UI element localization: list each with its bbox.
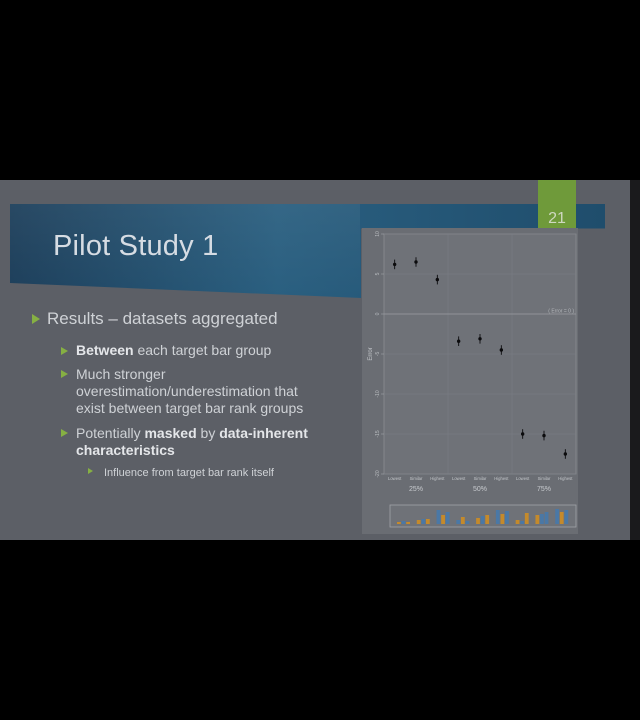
slide: 21 Pilot Study 1 Results – datasets aggr… (0, 180, 630, 540)
bullet-masked-pre: Potentially (76, 425, 145, 441)
x-tick-label: Lowest (516, 476, 530, 481)
bullet-stronger-line1: Much stronger (76, 366, 166, 382)
bullet-masked-bold3: characteristics (76, 442, 175, 458)
error-chart-svg: 10 5 0 -5 -10 -15 -20 ( Error = 0 ) Error Lowe… (362, 228, 578, 534)
page-number: 21 (548, 210, 566, 227)
bullet-between-bold: Between (76, 342, 134, 358)
bullet-triangle-icon (88, 468, 93, 474)
group-label: 75% (537, 486, 551, 493)
thumbnail-bar (564, 510, 569, 524)
thumbnail-bar (515, 520, 520, 524)
thumbnail-bar (460, 517, 465, 524)
bullet-masked-bold2: data-inherent (219, 425, 308, 441)
y-tick-label: -10 (375, 390, 381, 397)
thumbnail-bar (540, 514, 544, 524)
thumbnail-bar (555, 509, 560, 524)
grid-layer (384, 233, 576, 475)
x-tick-label: Highest (494, 476, 509, 481)
slide-title: Pilot Study 1 (53, 230, 219, 262)
y-tick-layer: 10 5 0 -5 -10 -15 -20 (375, 231, 384, 478)
y-tick-label: 10 (375, 231, 381, 237)
data-point (499, 348, 504, 352)
bullet-masked-mid: by (196, 425, 220, 441)
thumbnail-bar (495, 510, 500, 524)
bullet-results: Results – datasets aggregated (47, 309, 278, 328)
bullet-influence: Influence from target bar rank itself (104, 467, 274, 479)
point-layer (392, 257, 568, 459)
x-tick-label: Highest (558, 476, 573, 481)
y-tick-label: 0 (375, 312, 381, 315)
thumbnail-bar (559, 512, 564, 524)
thumbnail-bar (465, 521, 470, 524)
bullet-stronger-line3: exist between target bar rank groups (76, 400, 304, 416)
x-tick-label: Similar (474, 476, 487, 481)
reference-line-label: ( Error = 0 ) (548, 309, 574, 315)
thumbnail-bar (456, 520, 461, 524)
x-tick-label: Lowest (388, 476, 402, 481)
thumbnail-bar (401, 521, 406, 524)
data-point (392, 262, 397, 267)
x-tick-layer: Lowest Similar Highest Lowest Similar Highest… (388, 476, 573, 481)
y-tick-label: -20 (375, 470, 381, 477)
page-number-tab (538, 180, 576, 230)
thumbnail-bar (421, 519, 426, 524)
bullet-triangle-icon (32, 314, 40, 324)
bullet-triangle-icon (61, 347, 68, 355)
bullet-triangle-icon (61, 370, 68, 378)
bullet-stronger: Much stronger overestimation/underestima… (76, 366, 346, 417)
data-point (435, 277, 440, 282)
screen-edge (630, 180, 640, 540)
data-point (563, 452, 568, 456)
x-tick-label: Similar (538, 476, 551, 481)
x-tick-label: Similar (410, 476, 423, 481)
data-point (456, 339, 461, 343)
thumbnail-bar (397, 522, 401, 524)
y-tick-label: -5 (375, 352, 381, 357)
bullet-between: Between each target bar group (76, 342, 271, 359)
data-point (520, 432, 525, 436)
y-axis-label: Error (368, 347, 374, 360)
x-tick-label: Highest (430, 476, 445, 481)
thumbnail-bar (535, 515, 540, 524)
thumbnail-bar (425, 519, 430, 524)
group-label: 25% (409, 486, 423, 493)
bullet-masked-bold: masked (144, 425, 197, 441)
thumbnail-bars (397, 509, 569, 524)
group-layer: 25% 50% 75% (409, 486, 551, 493)
thumbnail-bar (505, 511, 509, 524)
thumbnail-bar (524, 513, 529, 524)
group-label: 50% (473, 486, 487, 493)
thumbnail-bar (500, 514, 505, 524)
data-point (478, 337, 482, 341)
bullet-between-rest: each target bar group (133, 342, 272, 358)
thumbnail-bar (436, 510, 441, 524)
data-point (542, 433, 546, 438)
x-tick-label: Lowest (452, 476, 466, 481)
thumbnail-bar (406, 522, 410, 524)
error-chart: 10 5 0 -5 -10 -15 -20 ( Error = 0 ) Error Lowe… (362, 228, 578, 534)
title-banner-shine (10, 204, 360, 298)
thumbnail-bar (485, 515, 490, 524)
data-point (414, 260, 418, 264)
thumbnail-bar (445, 512, 450, 524)
thumbnail-bar (416, 520, 421, 524)
thumbnail-bar (544, 512, 549, 524)
thumbnail-bar (520, 521, 525, 524)
thumbnail-bar (476, 518, 480, 524)
thumbnail-bar (480, 516, 485, 524)
bullet-masked: Potentially masked by data-inherent char… (76, 425, 346, 459)
thumbnail-bar (441, 515, 445, 524)
bullet-triangle-icon (61, 429, 68, 437)
bullet-stronger-line2: overestimation/underestimation that (76, 383, 298, 399)
y-tick-label: -15 (375, 430, 381, 437)
y-tick-label: 5 (375, 272, 381, 275)
